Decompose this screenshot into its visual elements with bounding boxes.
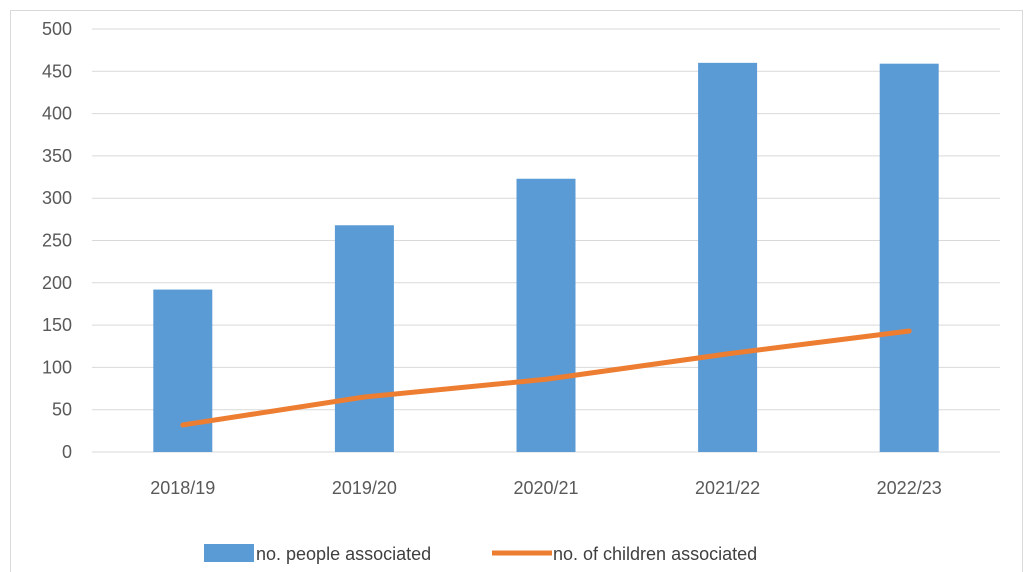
bar [879, 63, 939, 452]
line-point [545, 378, 547, 380]
bar-series [153, 62, 939, 453]
bar [698, 62, 758, 453]
y-tick-label: 50 [52, 400, 72, 420]
x-tick-label: 2021/22 [695, 478, 760, 498]
x-tick-label: 2018/19 [150, 478, 215, 498]
y-tick-label: 150 [42, 315, 72, 335]
x-tick-label: 2020/21 [513, 478, 578, 498]
y-tick-label: 300 [42, 188, 72, 208]
line-point [182, 424, 184, 426]
bar [516, 178, 576, 452]
legend-label-people: no. people associated [256, 544, 431, 564]
legend: no. people associated no. of children ass… [204, 544, 757, 564]
y-tick-label: 350 [42, 146, 72, 166]
bar [334, 225, 394, 452]
line-point [908, 330, 910, 332]
y-axis-ticks: 0 50 100 150 200 250 300 350 400 450 500 [42, 19, 72, 462]
line-point [727, 353, 729, 355]
line-series [180, 328, 912, 428]
bar [153, 289, 213, 452]
x-tick-label: 2022/23 [877, 478, 942, 498]
y-tick-label: 100 [42, 357, 72, 377]
legend-swatch-bar [204, 544, 254, 562]
y-tick-label: 500 [42, 19, 72, 39]
x-tick-label: 2019/20 [332, 478, 397, 498]
legend-label-children: no. of children associated [553, 544, 757, 564]
y-tick-label: 200 [42, 273, 72, 293]
y-tick-label: 0 [62, 442, 72, 462]
x-axis-ticks: 2018/19 2019/20 2020/21 2021/22 2022/23 [150, 478, 941, 498]
y-tick-label: 250 [42, 231, 72, 251]
y-tick-label: 450 [42, 61, 72, 81]
line-point [363, 396, 365, 398]
y-tick-label: 400 [42, 104, 72, 124]
